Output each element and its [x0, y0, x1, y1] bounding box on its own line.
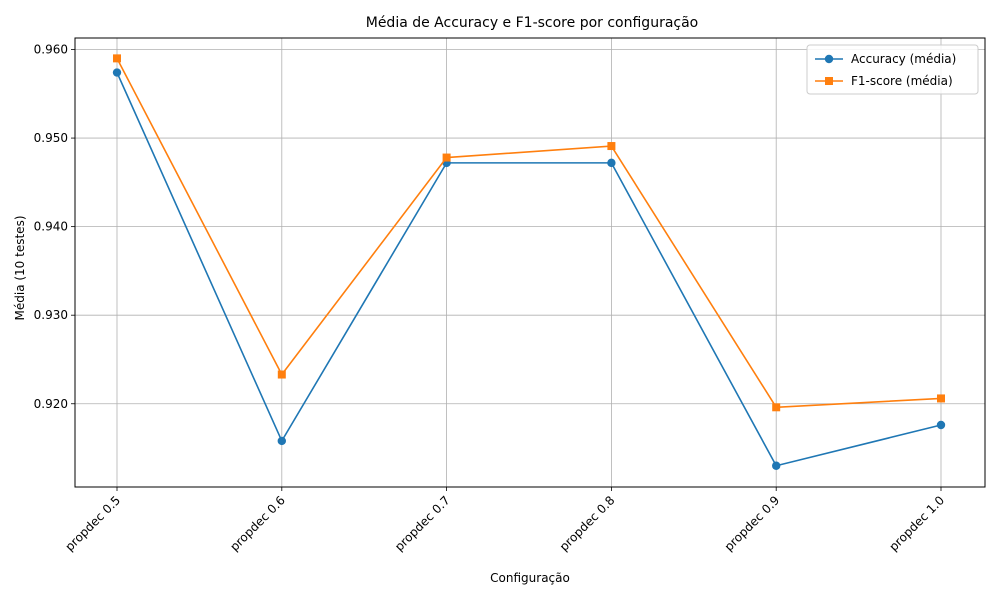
legend: Accuracy (média) F1-score (média) [806, 44, 979, 95]
series-lines [112, 54, 946, 470]
data-point-square [772, 403, 781, 412]
y-tick-label: 0.940 [34, 220, 68, 234]
data-point-circle [112, 68, 122, 77]
plot-area-frame [74, 37, 986, 488]
data-point-circle [936, 420, 946, 430]
legend-marker-circle [824, 54, 834, 64]
chart-title: Média de Accuracy e F1-score por configu… [366, 15, 699, 31]
legend-marker-square [825, 77, 833, 85]
data-point-circle [772, 461, 781, 470]
data-point-square [442, 153, 451, 162]
data-point-circle [607, 158, 616, 168]
legend-box [806, 44, 979, 95]
data-point-square [113, 54, 121, 63]
y-tick-label: 0.930 [34, 308, 68, 322]
y-tick-label: 0.920 [34, 397, 68, 411]
x-axis-label: Configuração [490, 571, 570, 585]
series-1 [113, 54, 945, 412]
y-tick-label: 0.960 [34, 43, 68, 57]
series-line-1 [116, 57, 942, 409]
legend-entry-label: F1-score (média) [851, 74, 953, 88]
data-point-square [277, 370, 286, 379]
y-axis-label: Média (10 testes) [13, 216, 27, 321]
series-line-0 [116, 72, 942, 467]
data-point-square [937, 394, 945, 403]
series-0 [112, 68, 946, 470]
legend-entry-label: Accuracy (média) [851, 52, 956, 66]
data-point-circle [277, 436, 286, 446]
y-tick-label: 0.950 [34, 131, 68, 145]
data-point-square [607, 142, 616, 151]
